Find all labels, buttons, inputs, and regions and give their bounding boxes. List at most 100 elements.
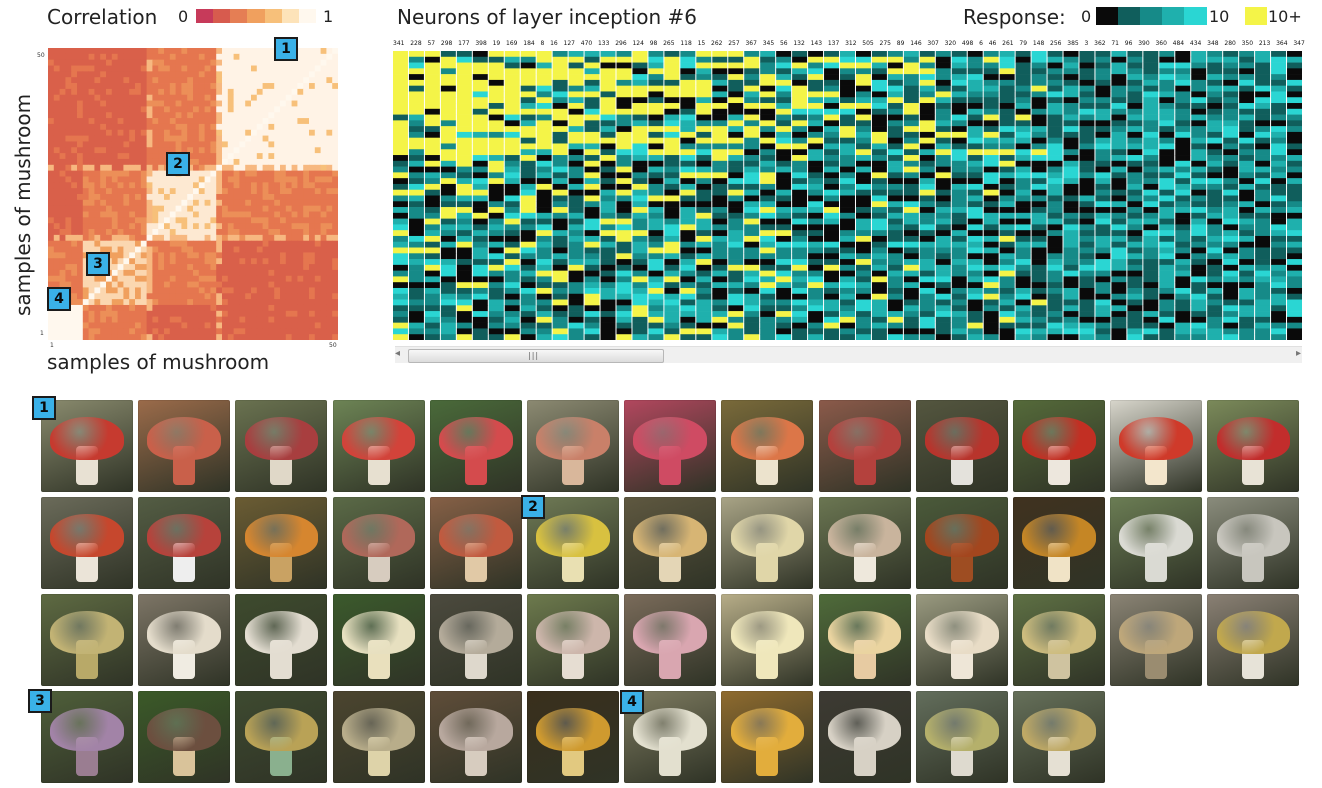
neuron-response-cell bbox=[855, 316, 871, 323]
correlation-cell bbox=[326, 188, 333, 195]
correlation-cell bbox=[274, 59, 281, 66]
correlation-cell bbox=[48, 205, 55, 212]
correlation-cell bbox=[158, 211, 165, 218]
correlation-cell bbox=[175, 118, 182, 125]
neuron-response-cell bbox=[967, 287, 983, 295]
neuron-response-cell bbox=[919, 172, 935, 179]
neuron-response-cell bbox=[440, 74, 456, 81]
cluster-badge-2[interactable]: 2 bbox=[166, 152, 190, 176]
neuron-response-cell bbox=[1031, 299, 1047, 306]
correlation-cell bbox=[164, 322, 171, 329]
neuron-response-cell bbox=[744, 235, 760, 243]
neuron-response-heatmap[interactable] bbox=[393, 51, 1303, 340]
neuron-response-cell bbox=[728, 68, 744, 75]
neuron-response-cell bbox=[951, 299, 967, 306]
neuron-response-cell bbox=[408, 166, 424, 173]
correlation-cell bbox=[135, 106, 142, 113]
neuron-response-cell bbox=[632, 126, 648, 133]
neuron-response-cell bbox=[408, 270, 424, 277]
neuron-response-cell bbox=[792, 334, 808, 340]
correlation-cell bbox=[123, 158, 130, 166]
correlation-title: Correlation bbox=[47, 5, 158, 29]
correlation-cell bbox=[193, 287, 200, 294]
neuron-response-cell bbox=[776, 189, 792, 196]
neuron-response-cell bbox=[584, 253, 600, 260]
neuron-response-cell bbox=[792, 166, 808, 173]
neuron-response-cell bbox=[696, 230, 712, 237]
neuron-response-cell bbox=[1159, 68, 1175, 75]
neuron-response-cell bbox=[632, 149, 648, 156]
neuron-response-cell bbox=[903, 85, 919, 92]
neuron-response-cell bbox=[951, 74, 967, 81]
neuron-response-cell bbox=[1079, 68, 1095, 75]
cluster-badge-3[interactable]: 3 bbox=[86, 252, 110, 276]
correlation-cell bbox=[262, 334, 269, 340]
neuron-response-cell bbox=[712, 114, 728, 121]
neuron-response-cell bbox=[824, 62, 840, 69]
neuron-response-cell bbox=[536, 287, 552, 295]
correlation-cell bbox=[193, 59, 200, 66]
neuron-response-cell bbox=[552, 322, 568, 329]
neuron-response-cell bbox=[680, 293, 696, 300]
neuron-id-label: 348 bbox=[1207, 40, 1219, 47]
correlation-cell bbox=[175, 299, 182, 306]
neuron-response-cell bbox=[760, 120, 776, 127]
neuron-response-cell bbox=[408, 97, 424, 104]
neuron-response-cell bbox=[887, 149, 903, 156]
correlation-cell bbox=[111, 48, 118, 55]
correlation-cell bbox=[268, 65, 275, 72]
neuron-response-cell bbox=[456, 207, 472, 214]
correlation-cell bbox=[59, 48, 66, 55]
neuron-response-cell bbox=[999, 114, 1015, 121]
correlation-cell bbox=[146, 258, 153, 265]
correlation-cell bbox=[146, 229, 153, 236]
correlation-cell bbox=[71, 322, 78, 329]
correlation-matrix[interactable] bbox=[48, 48, 338, 340]
correlation-cell bbox=[164, 129, 171, 136]
correlation-cell bbox=[314, 158, 321, 166]
neuron-response-cell bbox=[1079, 160, 1095, 167]
correlation-cell bbox=[65, 135, 72, 142]
neuron-response-cell bbox=[568, 120, 584, 127]
correlation-cell bbox=[332, 240, 338, 247]
neuron-response-cell bbox=[648, 155, 664, 162]
correlation-cell bbox=[285, 240, 292, 247]
correlation-cell bbox=[297, 176, 304, 183]
neuron-response-cell bbox=[488, 299, 504, 306]
correlation-cell bbox=[326, 123, 333, 131]
correlation-cell bbox=[233, 153, 240, 160]
correlation-cell bbox=[256, 147, 263, 154]
correlation-cell bbox=[164, 293, 171, 300]
correlation-cell bbox=[210, 77, 217, 84]
neuron-response-cell bbox=[824, 166, 840, 173]
cluster-badge-4[interactable]: 4 bbox=[47, 287, 71, 311]
neuron-response-cell bbox=[616, 259, 632, 266]
neuron-response-cell bbox=[440, 114, 456, 121]
neuron-response-cell bbox=[1031, 85, 1047, 92]
neuron-response-cell bbox=[393, 299, 408, 306]
correlation-cell bbox=[82, 182, 89, 189]
correlation-cell bbox=[251, 65, 258, 72]
neuron-response-cell bbox=[408, 126, 424, 133]
neuron-response-cell bbox=[488, 287, 504, 295]
neuron-response-cell bbox=[919, 195, 935, 202]
neuron-response-cell bbox=[456, 51, 472, 58]
correlation-cell bbox=[59, 205, 66, 212]
neuron-response-cell bbox=[568, 230, 584, 237]
correlation-cell bbox=[175, 141, 182, 148]
neuron-response-cell bbox=[552, 328, 568, 335]
neuron-response-cell bbox=[664, 253, 680, 260]
neuron-response-cell bbox=[887, 85, 903, 92]
neuron-response-cell bbox=[712, 299, 728, 306]
neuron-response-cell bbox=[967, 120, 983, 127]
correlation-cell bbox=[129, 205, 136, 212]
correlation-cell bbox=[320, 71, 327, 78]
correlation-cell bbox=[297, 322, 304, 329]
correlation-cell bbox=[152, 316, 159, 323]
cluster-badge-1[interactable]: 1 bbox=[274, 37, 298, 61]
correlation-cell bbox=[245, 194, 252, 201]
neuron-response-cell bbox=[903, 74, 919, 81]
correlation-cell bbox=[181, 100, 188, 107]
neuron-response-cell bbox=[728, 195, 744, 202]
correlation-cell bbox=[309, 188, 316, 195]
